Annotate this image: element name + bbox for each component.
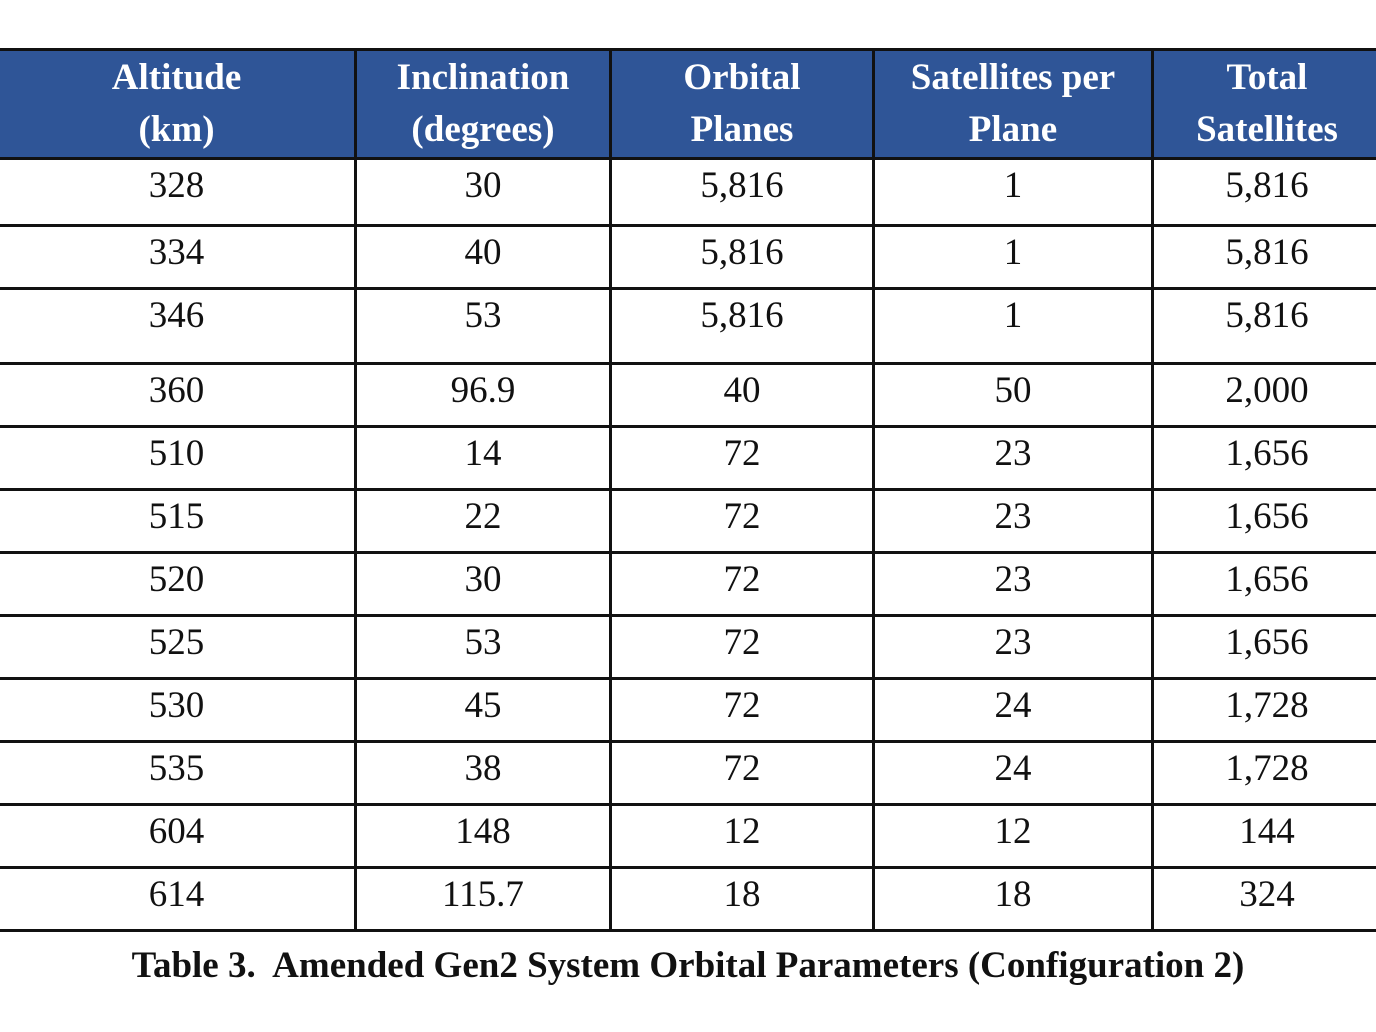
cell-inclination: 53 <box>354 287 612 365</box>
orbital-parameters-table: Altitude (km) Inclination (degrees) Orbi… <box>0 48 1376 932</box>
cell-satellites-per-plane: 24 <box>872 677 1154 743</box>
cell-total-satellites: 1,656 <box>1151 614 1376 680</box>
table-row: 360 96.9 40 50 2,000 <box>0 362 1376 428</box>
cell-total-satellites: 324 <box>1151 866 1376 932</box>
table-row: 510 14 72 23 1,656 <box>0 425 1376 491</box>
cell-altitude: 535 <box>0 740 357 806</box>
header-inclination-line1: Inclination <box>396 57 570 98</box>
cell-inclination: 40 <box>354 224 612 290</box>
cell-satellites-per-plane: 23 <box>872 425 1154 491</box>
cell-altitude: 328 <box>0 157 357 227</box>
cell-orbital-planes: 40 <box>609 362 875 428</box>
table-caption: Table 3. Amended Gen2 System Orbital Par… <box>131 945 1245 986</box>
cell-total-satellites: 144 <box>1151 803 1376 869</box>
cell-orbital-planes: 72 <box>609 614 875 680</box>
cell-altitude: 360 <box>0 362 357 428</box>
cell-orbital-planes: 5,816 <box>609 157 875 227</box>
header-total-satellites-line2: Satellites <box>1196 109 1338 150</box>
cell-altitude: 334 <box>0 224 357 290</box>
cell-orbital-planes: 72 <box>609 425 875 491</box>
cell-total-satellites: 1,656 <box>1151 551 1376 617</box>
cell-satellites-per-plane: 12 <box>872 803 1154 869</box>
cell-satellites-per-plane: 1 <box>872 287 1154 365</box>
table-row: 614 115.7 18 18 324 <box>0 866 1376 932</box>
table-row: 525 53 72 23 1,656 <box>0 614 1376 680</box>
cell-inclination: 22 <box>354 488 612 554</box>
cell-altitude: 520 <box>0 551 357 617</box>
cell-total-satellites: 1,728 <box>1151 677 1376 743</box>
cell-inclination: 30 <box>354 157 612 227</box>
table-row: 346 53 5,816 1 5,816 <box>0 287 1376 365</box>
cell-inclination: 115.7 <box>354 866 612 932</box>
cell-satellites-per-plane: 23 <box>872 488 1154 554</box>
cell-orbital-planes: 72 <box>609 488 875 554</box>
header-satellites-per-plane: Satellites per Plane <box>872 48 1154 160</box>
cell-orbital-planes: 72 <box>609 551 875 617</box>
cell-altitude: 510 <box>0 425 357 491</box>
header-satellites-per-plane-line2: Plane <box>968 109 1058 150</box>
cell-altitude: 515 <box>0 488 357 554</box>
cell-satellites-per-plane: 1 <box>872 224 1154 290</box>
cell-inclination: 96.9 <box>354 362 612 428</box>
header-altitude: Altitude (km) <box>0 48 357 160</box>
table-row: 334 40 5,816 1 5,816 <box>0 224 1376 290</box>
header-row: Altitude (km) Inclination (degrees) Orbi… <box>0 48 1376 160</box>
cell-altitude: 525 <box>0 614 357 680</box>
header-inclination: Inclination (degrees) <box>354 48 612 160</box>
header-orbital-planes: Orbital Planes <box>609 48 875 160</box>
table-row: 515 22 72 23 1,656 <box>0 488 1376 554</box>
cell-satellites-per-plane: 18 <box>872 866 1154 932</box>
cell-satellites-per-plane: 50 <box>872 362 1154 428</box>
cell-total-satellites: 5,816 <box>1151 157 1376 227</box>
header-orbital-planes-line2: Planes <box>690 109 794 150</box>
cell-total-satellites: 1,656 <box>1151 425 1376 491</box>
cell-inclination: 148 <box>354 803 612 869</box>
cell-orbital-planes: 18 <box>609 866 875 932</box>
cell-orbital-planes: 5,816 <box>609 287 875 365</box>
table-row: 328 30 5,816 1 5,816 <box>0 157 1376 227</box>
header-orbital-planes-line1: Orbital <box>683 57 801 98</box>
cell-total-satellites: 5,816 <box>1151 287 1376 365</box>
cell-total-satellites: 1,728 <box>1151 740 1376 806</box>
cell-satellites-per-plane: 24 <box>872 740 1154 806</box>
cell-total-satellites: 1,656 <box>1151 488 1376 554</box>
header-altitude-line2: (km) <box>138 109 215 150</box>
cell-inclination: 14 <box>354 425 612 491</box>
header-satellites-per-plane-line1: Satellites per <box>910 57 1116 98</box>
cell-altitude: 614 <box>0 866 357 932</box>
header-inclination-line2: (degrees) <box>411 109 555 150</box>
cell-satellites-per-plane: 23 <box>872 551 1154 617</box>
table-row: 520 30 72 23 1,656 <box>0 551 1376 617</box>
table-row: 604 148 12 12 144 <box>0 803 1376 869</box>
table-row: 535 38 72 24 1,728 <box>0 740 1376 806</box>
cell-orbital-planes: 12 <box>609 803 875 869</box>
cell-altitude: 604 <box>0 803 357 869</box>
cell-altitude: 530 <box>0 677 357 743</box>
cell-total-satellites: 2,000 <box>1151 362 1376 428</box>
cell-inclination: 53 <box>354 614 612 680</box>
cell-inclination: 38 <box>354 740 612 806</box>
cell-satellites-per-plane: 1 <box>872 157 1154 227</box>
cell-inclination: 45 <box>354 677 612 743</box>
header-total-satellites: Total Satellites <box>1151 48 1376 160</box>
cell-orbital-planes: 72 <box>609 740 875 806</box>
cell-total-satellites: 5,816 <box>1151 224 1376 290</box>
cell-orbital-planes: 72 <box>609 677 875 743</box>
cell-satellites-per-plane: 23 <box>872 614 1154 680</box>
header-total-satellites-line1: Total <box>1226 57 1308 98</box>
cell-altitude: 346 <box>0 287 357 365</box>
cell-inclination: 30 <box>354 551 612 617</box>
header-altitude-line1: Altitude <box>111 57 242 98</box>
table-row: 530 45 72 24 1,728 <box>0 677 1376 743</box>
cell-orbital-planes: 5,816 <box>609 224 875 290</box>
